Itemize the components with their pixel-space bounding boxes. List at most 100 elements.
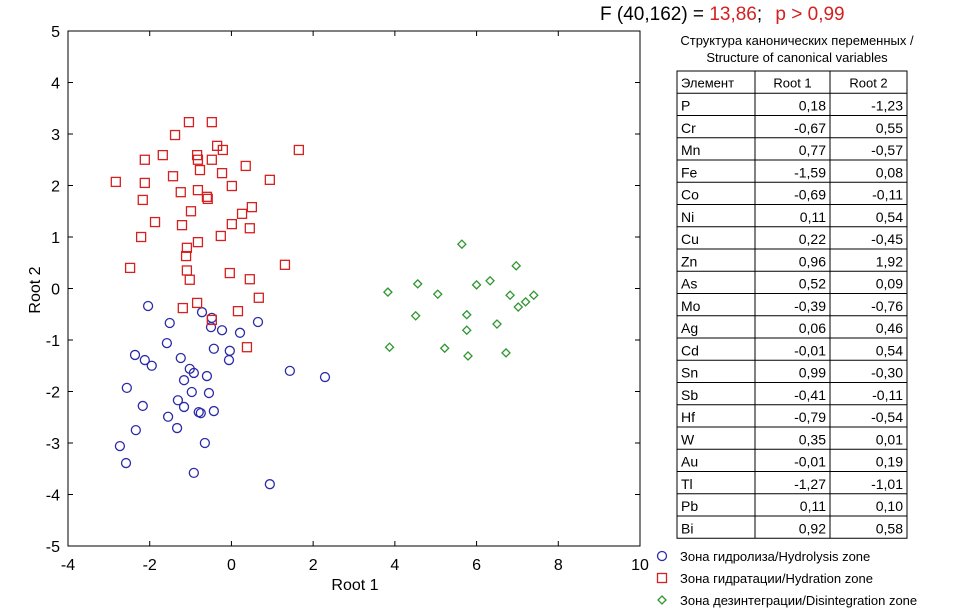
value-cell: 0,96 [799, 253, 826, 269]
column-header: Элемент [681, 75, 734, 90]
y-tick-label: -3 [46, 436, 60, 453]
point [186, 386, 197, 398]
point [201, 191, 213, 202]
point [226, 180, 237, 192]
x-tick-label: 10 [631, 557, 649, 574]
point [177, 302, 188, 314]
point [149, 216, 161, 228]
element-cell: Cr [681, 120, 696, 136]
point [513, 302, 524, 312]
y-tick-label: -4 [46, 488, 60, 505]
point [511, 260, 522, 271]
point [185, 206, 197, 217]
value-cell: -1,23 [871, 98, 903, 114]
legend-marker [656, 550, 668, 562]
element-cell: P [681, 98, 690, 114]
point [439, 343, 450, 354]
element-cell: Au [681, 454, 698, 470]
element-cell: Pb [681, 498, 698, 514]
point [485, 275, 495, 286]
y-tick-label: 3 [51, 127, 60, 144]
point [110, 176, 121, 188]
point [240, 160, 251, 172]
point [206, 312, 217, 324]
value-cell: 0,01 [876, 431, 903, 447]
point [169, 129, 181, 141]
point [223, 354, 235, 366]
point [121, 382, 132, 394]
separator: ; [757, 4, 762, 25]
point [139, 354, 150, 366]
element-cell: Zn [681, 253, 697, 269]
point [181, 242, 193, 253]
value-cell: 0,54 [876, 209, 903, 225]
legend-marker [656, 572, 668, 584]
point [224, 345, 235, 356]
point [162, 411, 174, 422]
element-cell: Fe [681, 164, 698, 180]
value-cell: 0,35 [799, 431, 826, 447]
value-cell: -0,39 [794, 298, 826, 314]
element-cell: Mo [681, 298, 701, 314]
point [180, 250, 192, 262]
point [501, 347, 511, 358]
point [196, 307, 208, 318]
element-cell: Co [681, 187, 699, 203]
value-cell: -1,59 [794, 164, 826, 180]
point [384, 342, 395, 353]
element-cell: Bi [681, 520, 693, 536]
point [178, 401, 190, 413]
element-cell: Cu [681, 231, 699, 247]
point [195, 407, 206, 419]
plot-frame [67, 30, 641, 547]
point [520, 296, 531, 307]
value-cell: 0,58 [876, 520, 903, 536]
value-cell: -1,27 [794, 476, 826, 492]
value-cell: 0,52 [799, 276, 826, 292]
y-tick-label: 0 [51, 282, 60, 299]
value-cell: -0,57 [871, 142, 903, 158]
y-tick-label: -2 [46, 385, 60, 402]
table-title: Structure of canonical variables [706, 50, 888, 65]
point [139, 154, 150, 165]
legend-label: Зона дезинтеграции/Disintegration zone [680, 593, 917, 608]
point [167, 171, 179, 182]
point [236, 208, 248, 219]
point [412, 278, 423, 289]
point [208, 343, 220, 354]
value-cell: -0,54 [871, 409, 903, 425]
point [183, 117, 195, 128]
value-cell: 0,09 [876, 276, 903, 292]
element-cell: Hf [681, 409, 695, 425]
point [279, 259, 291, 270]
point [241, 342, 253, 353]
point [137, 194, 148, 206]
x-tick-label: 6 [472, 557, 481, 574]
value-cell: -0,30 [871, 365, 903, 381]
point [142, 300, 154, 312]
point [176, 220, 188, 231]
element-cell: As [681, 276, 697, 292]
point [120, 457, 132, 469]
point [192, 154, 204, 165]
point [463, 351, 473, 361]
point [293, 144, 304, 156]
point [157, 149, 168, 161]
point [184, 274, 195, 285]
value-cell: -0,45 [871, 231, 903, 247]
column-header: Root 1 [773, 75, 811, 90]
point [161, 337, 173, 349]
point [199, 437, 211, 449]
point [205, 321, 217, 333]
element-cell: W [681, 431, 695, 447]
value-cell: 0,77 [799, 142, 826, 158]
point [171, 422, 183, 434]
x-tick-label: 2 [309, 557, 318, 574]
value-cell: 0,10 [876, 498, 903, 514]
point [194, 164, 206, 176]
value-cell: 0,11 [800, 498, 826, 514]
point [208, 405, 220, 417]
point [232, 306, 244, 317]
point [224, 267, 235, 279]
